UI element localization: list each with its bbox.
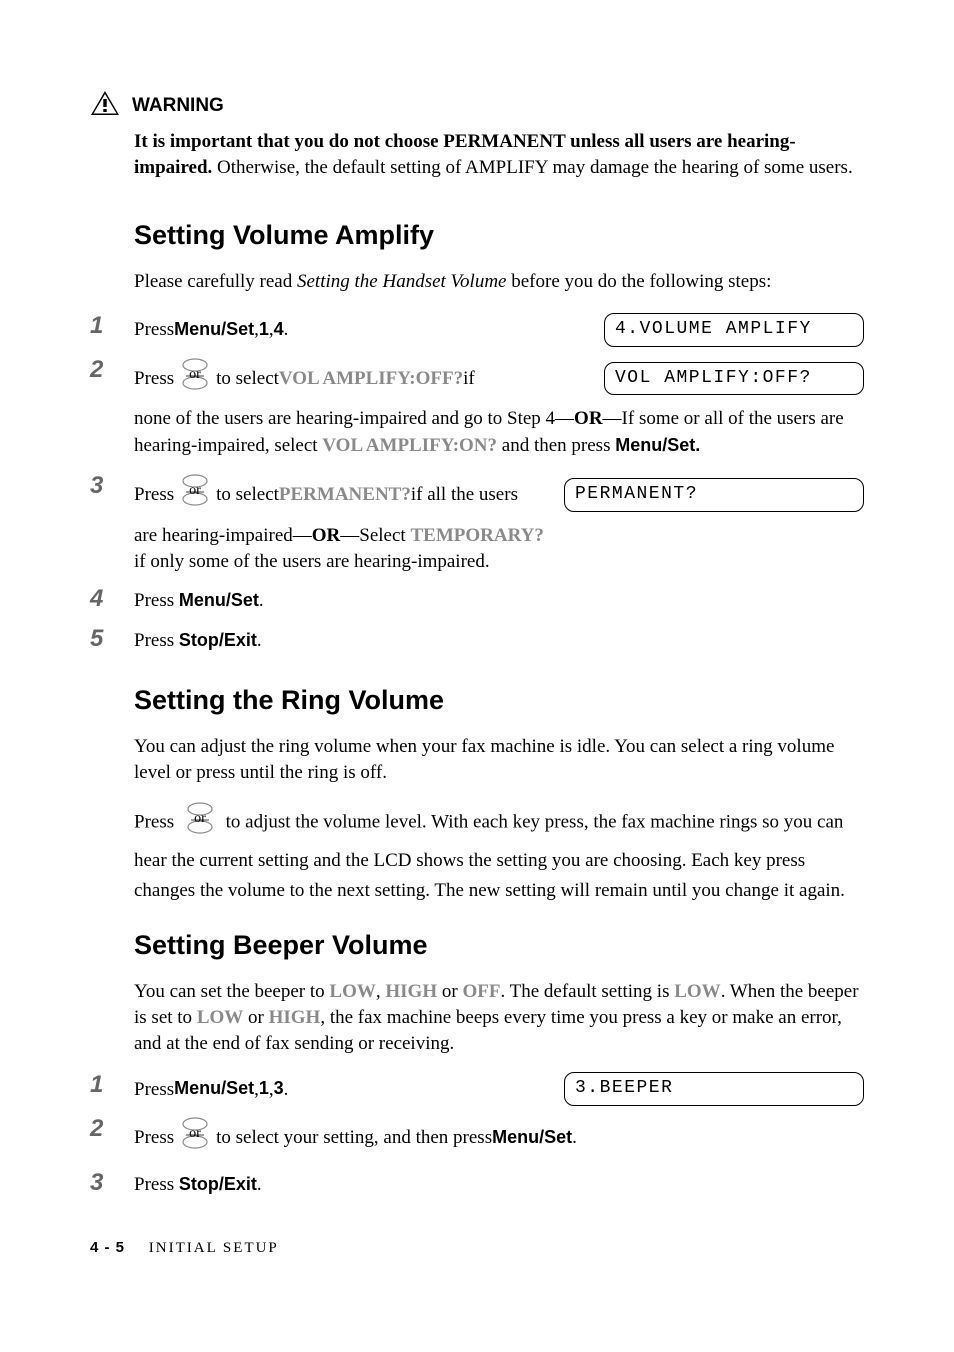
step-number: 3	[90, 473, 134, 499]
section-title-amplify: Setting Volume Amplify	[134, 220, 864, 251]
lcd-display: 4.VOLUME AMPLIFY	[604, 313, 864, 347]
ring-p1: You can adjust the ring volume when your…	[134, 734, 864, 785]
section-title-ring: Setting the Ring Volume	[134, 685, 864, 716]
step-number: 3	[90, 1170, 134, 1196]
step-text: Press or to select your setting, and the…	[134, 1116, 577, 1159]
step-number: 1	[90, 1072, 134, 1098]
warning-text: It is important that you do not choose P…	[134, 129, 864, 180]
step-number: 4	[90, 586, 134, 612]
step-number: 2	[90, 357, 134, 383]
svg-text:or: or	[189, 1126, 201, 1141]
step-number: 5	[90, 626, 134, 652]
svg-text:or: or	[189, 483, 201, 498]
up-down-or-icon: or	[178, 473, 212, 516]
beeper-step-2: 2 Press or to select your setting, and t…	[90, 1116, 864, 1159]
amplify-intro: Please carefully read Setting the Handse…	[134, 269, 864, 295]
lcd-display: 3.BEEPER	[564, 1072, 864, 1106]
ring-p2: Press or to adjust the volume level. Wit…	[134, 801, 864, 906]
lcd-display: VOL AMPLIFY:OFF?	[604, 362, 864, 396]
warning-label: WARNING	[132, 95, 224, 117]
warning-icon	[90, 90, 120, 121]
amplify-step-1: 1 Press Menu/Set, 1, 4. 4.VOLUME AMPLIFY	[90, 313, 864, 347]
svg-text:or: or	[189, 367, 201, 382]
beeper-step-1: 1 Press Menu/Set, 1, 3. 3.BEEPER	[90, 1072, 864, 1106]
amplify-step-3: 3 Press or to select PERMANENT? if all t…	[90, 473, 864, 576]
amplify-step-5: 5 Press Stop/Exit.	[90, 626, 864, 655]
step-continuation: are hearing-impaired—OR—Select TEMPORARY…	[134, 523, 554, 576]
step-number: 1	[90, 313, 134, 339]
amplify-step-4: 4 Press Menu/Set.	[90, 586, 864, 615]
step-text: Press Menu/Set, 1, 4.	[134, 315, 288, 344]
up-down-or-icon: or	[183, 801, 217, 845]
up-down-or-icon: or	[178, 357, 212, 400]
amplify-step-2: 2 Press or to select VOL AMPLIFY:OFF? if…	[90, 357, 864, 460]
step-number: 2	[90, 1116, 134, 1142]
lcd-display: PERMANENT?	[564, 478, 864, 512]
page-footer: 4 - 5 INITIAL SETUP	[90, 1239, 864, 1257]
beeper-step-3: 3 Press Stop/Exit.	[90, 1170, 864, 1199]
step-continuation: none of the users are hearing-impaired a…	[134, 406, 864, 459]
step-text: Press or to select VOL AMPLIFY:OFF? if	[134, 357, 475, 400]
beeper-p1: You can set the beeper to LOW, HIGH or O…	[134, 979, 864, 1056]
chapter-name: INITIAL SETUP	[149, 1240, 279, 1256]
step-text: Press or to select PERMANENT? if all the…	[134, 473, 518, 516]
section-title-beeper: Setting Beeper Volume	[134, 930, 864, 961]
page-number: 4 - 5	[90, 1239, 125, 1256]
step-text: Press Menu/Set, 1, 3.	[134, 1075, 288, 1104]
up-down-or-icon: or	[178, 1116, 212, 1159]
svg-text:or: or	[194, 811, 206, 826]
